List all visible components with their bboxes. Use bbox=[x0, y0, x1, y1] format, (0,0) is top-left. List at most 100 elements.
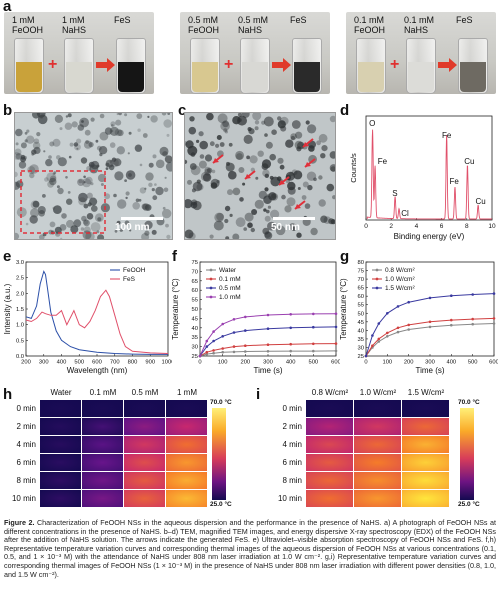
x-tick-label: 300 bbox=[39, 360, 49, 366]
series-line bbox=[199, 350, 337, 357]
vial-label: 0.5 mM FeOOH bbox=[188, 15, 220, 35]
nanosheet-particle bbox=[135, 198, 140, 203]
vial bbox=[116, 38, 146, 94]
nanosheet-particle bbox=[266, 193, 270, 197]
panel-label-d: d bbox=[340, 102, 350, 119]
data-point bbox=[407, 328, 410, 331]
nanosheet-particle bbox=[151, 229, 157, 235]
nanosheet-particle bbox=[216, 212, 224, 221]
data-point bbox=[212, 339, 215, 343]
nanosheet-particle bbox=[269, 153, 276, 161]
y-tick-label: 25 bbox=[358, 354, 364, 360]
nanosheet-particle bbox=[211, 169, 216, 174]
nanosheet-particle bbox=[88, 161, 95, 168]
nanosheet-particle bbox=[185, 159, 188, 164]
nanosheet-particle bbox=[113, 193, 117, 198]
thermal-cell bbox=[306, 472, 353, 489]
nanosheet-particle bbox=[76, 138, 82, 144]
nanosheet-particle bbox=[95, 139, 99, 143]
nanosheet-particle bbox=[49, 141, 55, 147]
nanosheet-particle bbox=[56, 185, 60, 189]
y-tick-label: 55 bbox=[358, 303, 364, 309]
nanosheet-particle bbox=[129, 229, 132, 232]
thermal-cell bbox=[402, 436, 449, 453]
thermal-cell bbox=[402, 472, 449, 489]
vial-liquid bbox=[16, 62, 42, 92]
y-tick-label: 1.0 bbox=[16, 323, 24, 329]
nanosheet-particle bbox=[32, 113, 40, 119]
thermal-cell bbox=[124, 418, 165, 435]
thermal-cell bbox=[306, 436, 353, 453]
thermal-column-label: 1 mM bbox=[177, 388, 197, 397]
nanosheet-particle bbox=[329, 151, 335, 159]
nanosheet-particle bbox=[132, 202, 140, 210]
nanosheet-particle bbox=[97, 173, 107, 183]
nanosheet-particle bbox=[53, 205, 62, 214]
nanosheet-particle bbox=[83, 226, 91, 234]
nanosheet-particle bbox=[289, 171, 294, 177]
colorbar-max-label: 70.0 °C bbox=[210, 399, 232, 406]
fes-arrowhead-icon bbox=[245, 174, 251, 179]
plus-sign: + bbox=[224, 56, 234, 73]
nanosheet-particle bbox=[323, 216, 332, 224]
nanosheet-particle bbox=[166, 234, 171, 239]
x-tick-label: 500 bbox=[74, 360, 84, 366]
nanosheet-particle bbox=[222, 120, 229, 128]
thermal-cell bbox=[40, 436, 81, 453]
data-point bbox=[312, 325, 315, 329]
thermal-cell bbox=[82, 400, 123, 417]
y-tick-label: 0.5 bbox=[16, 338, 24, 344]
nanosheet-particle bbox=[66, 198, 73, 205]
nanosheet-particle bbox=[53, 171, 57, 175]
nanosheet-particle bbox=[91, 205, 98, 212]
data-point bbox=[334, 312, 338, 315]
nanosheet-particle bbox=[117, 129, 124, 137]
data-point bbox=[334, 342, 338, 345]
vial-label: 0.5 mM NaHS bbox=[238, 15, 269, 35]
nanosheet-particle bbox=[297, 141, 305, 150]
colorbar-min-label: 25.0 °C bbox=[458, 501, 480, 508]
legend-marker bbox=[375, 268, 379, 272]
nanosheet-particle bbox=[264, 173, 269, 178]
thermal-row-label: 4 min bbox=[16, 440, 36, 449]
series-line bbox=[365, 317, 495, 357]
nanosheet-particle bbox=[110, 124, 114, 127]
nanosheet-particle bbox=[185, 229, 194, 239]
legend-label: FeS bbox=[123, 276, 136, 283]
thermal-cell bbox=[166, 418, 207, 435]
x-tick-label: 10 bbox=[488, 223, 496, 230]
y-tick-label: 65 bbox=[358, 286, 364, 292]
data-point bbox=[205, 339, 209, 343]
edx-trace bbox=[366, 129, 492, 220]
data-point bbox=[371, 344, 374, 347]
nanosheet-particle bbox=[33, 138, 40, 144]
nanosheet-particle bbox=[80, 227, 85, 231]
vial bbox=[458, 38, 488, 94]
nanosheet-particle bbox=[247, 127, 252, 132]
y-tick-label: 75 bbox=[358, 269, 364, 275]
x-tick-label: 200 bbox=[404, 360, 414, 366]
legend-label: 1.0 mM bbox=[219, 294, 241, 301]
nanosheet-particle bbox=[215, 143, 220, 148]
panel-label-g: g bbox=[340, 248, 350, 265]
x-tick-label: 400 bbox=[446, 360, 456, 366]
data-point bbox=[232, 350, 236, 354]
edx-peak-label: Cu bbox=[464, 157, 474, 166]
nanosheet-particle bbox=[87, 202, 92, 207]
nanosheet-particle bbox=[219, 142, 225, 147]
chart-f-temperature: 0 100 200 300 400 500 600 25 30 35 40 45 50 55 60 65 70 7… bbox=[171, 260, 340, 375]
data-point bbox=[450, 294, 453, 297]
nanosheet-particle bbox=[271, 194, 276, 199]
nanosheet-particle bbox=[185, 199, 193, 209]
nanosheet-particle bbox=[83, 219, 90, 227]
nanosheet-particle bbox=[29, 172, 35, 179]
legend-marker bbox=[209, 295, 213, 299]
data-point bbox=[205, 345, 209, 348]
nanosheet-particle bbox=[249, 155, 258, 164]
nanosheet-particle bbox=[209, 234, 214, 239]
nanosheet-particle bbox=[161, 113, 167, 116]
x-tick-label: 100 bbox=[382, 360, 392, 366]
nanosheet-particle bbox=[166, 133, 170, 137]
plot-frame bbox=[365, 261, 495, 357]
